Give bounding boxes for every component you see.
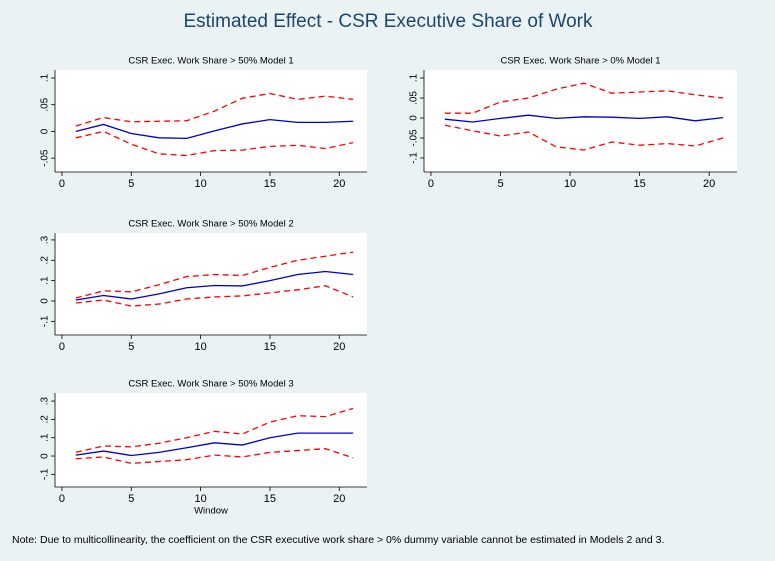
ci-line (75, 448, 354, 465)
estimate-line (75, 270, 354, 301)
y-tick-label: -.1 (40, 468, 51, 480)
y-tick-label: .05 (409, 91, 420, 105)
x-tick-label: 15 (264, 178, 276, 190)
y-tick-label: -.1 (409, 152, 420, 164)
ci-line (75, 130, 354, 157)
ci-line (75, 92, 354, 127)
x-axis-label: Window (194, 506, 228, 517)
x-tick-label: 15 (264, 341, 276, 353)
panel-title: CSR Exec. Work Share > 0% Model 1 (500, 56, 660, 67)
x-tick-label: 20 (333, 493, 345, 505)
y-tick-label: 0 (40, 298, 51, 304)
x-tick-label: 10 (194, 341, 206, 353)
x-tick-label: 5 (128, 341, 134, 353)
y-tick-label: 0 (40, 128, 51, 134)
y-tick-label: -.05 (40, 149, 51, 167)
x-tick-label: 10 (564, 178, 576, 190)
panel-title: CSR Exec. Work Share > 50% Model 1 (128, 56, 293, 67)
y-tick-label: .05 (40, 97, 51, 111)
panel: CSR Exec. Work Share > 50% Model 2 -.1 0 .1… (40, 219, 367, 353)
x-tick-label: 0 (59, 178, 65, 190)
plot-area (55, 70, 367, 172)
x-tick-label: 10 (194, 493, 206, 505)
ci-line (444, 82, 724, 114)
x-tick-label: 20 (333, 341, 345, 353)
panel: CSR Exec. Work Share > 50% Model 3 -.1 0 .1… (40, 379, 367, 517)
plot-area (55, 393, 367, 487)
ci-line (75, 407, 354, 454)
x-tick-label: 10 (194, 178, 206, 190)
x-tick-label: 0 (59, 341, 65, 353)
x-tick-label: 0 (428, 178, 434, 190)
x-tick-label: 5 (497, 178, 503, 190)
x-tick-label: 20 (333, 178, 345, 190)
panel-title: CSR Exec. Work Share > 50% Model 3 (128, 379, 293, 390)
ci-line (75, 285, 354, 307)
x-tick-label: 5 (128, 178, 134, 190)
y-tick-label: .1 (40, 433, 51, 442)
plot-area (424, 70, 737, 172)
y-tick-label: .3 (40, 235, 51, 244)
estimate-line (75, 119, 354, 140)
y-tick-label: .2 (40, 256, 51, 265)
estimate-line (75, 432, 354, 457)
figure-title: Estimated Effect - CSR Executive Share o… (183, 11, 593, 32)
x-tick-label: 20 (703, 178, 715, 190)
ci-line (75, 251, 354, 299)
note: Note: Due to multicollinearity, the coef… (12, 534, 664, 546)
y-tick-label: .1 (409, 73, 420, 82)
panel: CSR Exec. Work Share > 50% Model 1 -.05 0.… (40, 56, 367, 190)
y-tick-label: .1 (40, 73, 51, 82)
y-tick-label: .2 (40, 415, 51, 424)
panel-title: CSR Exec. Work Share > 50% Model 2 (128, 219, 293, 230)
estimate-line (444, 114, 724, 123)
y-tick-label: .3 (40, 396, 51, 405)
y-tick-label: 0 (409, 115, 420, 121)
plot-area (55, 233, 367, 335)
ci-line (444, 124, 724, 151)
y-tick-label: -.1 (40, 315, 51, 327)
panel: CSR Exec. Work Share > 0% Model 1 -.1 -.05… (409, 56, 737, 190)
y-tick-label: 0 (40, 453, 51, 459)
x-tick-label: 0 (59, 493, 65, 505)
x-tick-label: 15 (264, 493, 276, 505)
y-tick-label: .1 (40, 276, 51, 285)
x-tick-label: 5 (128, 493, 134, 505)
x-tick-label: 15 (633, 178, 645, 190)
y-tick-label: -.05 (409, 129, 420, 147)
